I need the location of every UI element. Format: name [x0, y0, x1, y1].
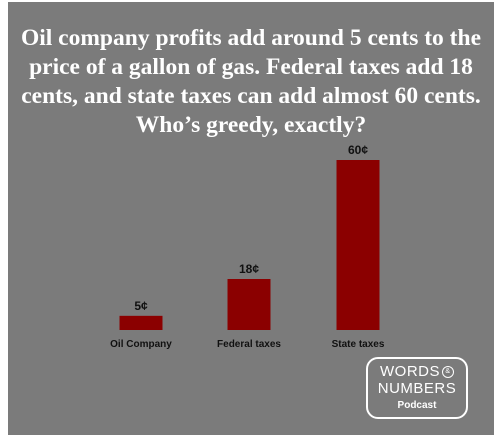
- bar-state-taxes: [336, 160, 380, 330]
- bar-oil-company: [119, 315, 163, 330]
- category-label-federal-taxes: Federal taxes: [217, 339, 281, 350]
- infographic-card: Oil company profits add around 5 cents t…: [8, 2, 494, 435]
- data-label-federal-taxes: 18¢: [239, 262, 259, 276]
- bar-federal-taxes: [227, 279, 271, 330]
- logo-ampersand: &: [442, 366, 454, 379]
- headline: Oil company profits add around 5 cents t…: [20, 25, 482, 138]
- logo-numbers-text: NUMBERS: [377, 380, 457, 397]
- data-label-state-taxes: 60¢: [348, 143, 368, 157]
- logo-words-text: WORDS: [380, 363, 440, 380]
- logo-podcast-text: Podcast: [397, 400, 437, 411]
- bar-chart: 5¢ Oil Company 18¢ Federal taxes 60¢ State ta…: [110, 143, 385, 350]
- words-and-numbers-logo: WORDS & NUMBERS Podcast: [366, 357, 468, 419]
- category-label-oil-company: Oil Company: [110, 339, 172, 350]
- category-label-state-taxes: State taxes: [332, 339, 385, 350]
- data-label-oil-company: 5¢: [134, 299, 148, 313]
